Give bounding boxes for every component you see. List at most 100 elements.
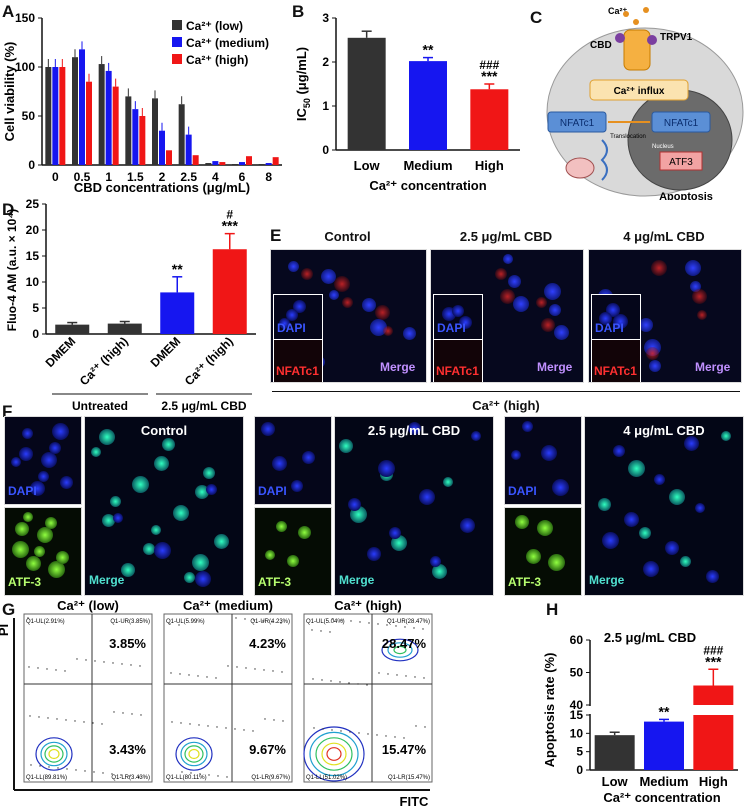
e-nfatc1-signal bbox=[334, 276, 350, 292]
e-merge-label: Merge bbox=[537, 360, 573, 374]
f-merge-cell bbox=[203, 467, 215, 479]
e-nucleus bbox=[649, 360, 661, 372]
e-nfatc1-signal bbox=[651, 260, 667, 276]
f-merge-cell bbox=[628, 460, 645, 477]
h-sig: ** bbox=[659, 703, 670, 719]
e-nfatc1-signal bbox=[541, 318, 555, 332]
g-pi-label: PI bbox=[0, 624, 11, 636]
g-dot bbox=[197, 675, 199, 677]
g-dot bbox=[208, 774, 210, 776]
b-sig2: ### bbox=[479, 58, 499, 72]
e-panel-1: DAPI NFATc1 Merge bbox=[430, 249, 584, 383]
f-merge-nucleus bbox=[654, 474, 665, 485]
g-lr-label: Q1-LR(15.47%) bbox=[388, 775, 430, 781]
f-atf3-0-cell bbox=[34, 546, 45, 557]
g-ll-label: Q1-LL(80.11%) bbox=[166, 775, 207, 781]
g-dot bbox=[331, 729, 333, 731]
g-dot bbox=[198, 724, 200, 726]
d-ytick-label: 10 bbox=[26, 275, 40, 289]
g-dot bbox=[65, 719, 67, 721]
g-title: Ca²⁺ (medium) bbox=[183, 600, 273, 613]
g-dot bbox=[252, 730, 254, 732]
a-legend-swatch bbox=[172, 54, 182, 64]
g-dot bbox=[424, 726, 426, 728]
e-nfatc1-signal bbox=[383, 326, 393, 336]
e-nucleus bbox=[690, 281, 701, 292]
g-dot bbox=[311, 629, 313, 631]
g-dot bbox=[112, 662, 114, 664]
cbd-label: CBD bbox=[590, 40, 612, 51]
g-dot bbox=[76, 658, 78, 660]
e-nucleus bbox=[549, 304, 561, 316]
e-inset-nucleus bbox=[613, 314, 628, 329]
g-dot bbox=[340, 730, 342, 732]
a-bar bbox=[258, 164, 265, 165]
e-nfatc1-signal bbox=[536, 297, 547, 308]
f-atf3-0-label: ATF-3 bbox=[8, 575, 42, 589]
f-merge-label-1: Merge bbox=[339, 573, 375, 587]
f-atf3-0-cell bbox=[37, 527, 53, 543]
f-merge-cell bbox=[91, 447, 101, 457]
d-sig: ** bbox=[172, 261, 183, 277]
g-dot bbox=[75, 769, 77, 771]
h-axis-break bbox=[584, 706, 734, 714]
b-xtick-label: Low bbox=[354, 158, 381, 173]
g-dot bbox=[93, 771, 95, 773]
b-ytick-label: 2 bbox=[322, 55, 329, 69]
f-atf3-0-cell bbox=[56, 551, 69, 564]
g-dot bbox=[349, 731, 351, 733]
g-contour bbox=[184, 745, 204, 763]
g-dot bbox=[329, 631, 331, 633]
nucleus-shape bbox=[627, 89, 733, 191]
e-inset-nfatc1: NFATc1 bbox=[591, 339, 641, 382]
f-atf3-0-cell bbox=[15, 522, 29, 536]
f-merge-cell bbox=[639, 527, 651, 539]
f-dapi-0-cell bbox=[38, 471, 49, 482]
f-merge-label-0: Merge bbox=[89, 573, 125, 587]
d-xtick-label: Ca²⁺ (high) bbox=[182, 334, 236, 388]
f-merge-cell bbox=[132, 476, 149, 493]
f-merge-cell bbox=[151, 525, 161, 535]
a-bar bbox=[52, 67, 59, 165]
f-atf3-1-cell bbox=[265, 550, 275, 560]
g-dot bbox=[225, 727, 227, 729]
g-dot bbox=[414, 676, 416, 678]
g-dot bbox=[272, 670, 274, 672]
f-atf3-1-label: ATF-3 bbox=[258, 575, 292, 589]
g-dot bbox=[359, 621, 361, 623]
e-inset-dapi: DAPI bbox=[433, 294, 483, 340]
f-dapi-1-label: DAPI bbox=[258, 484, 287, 498]
g-dot bbox=[413, 627, 415, 629]
e-title-1: 2.5 μg/mL CBD bbox=[459, 229, 553, 244]
e-nfatc1-signal bbox=[500, 289, 515, 304]
g-ll-label: Q1-LL(51.02%) bbox=[306, 775, 347, 781]
e-nucleus bbox=[554, 325, 569, 340]
g-dot bbox=[39, 765, 41, 767]
a-bar bbox=[205, 163, 212, 165]
e-dapi-label: DAPI bbox=[437, 321, 466, 335]
e-nfatc1-signal bbox=[495, 268, 507, 280]
e-footer-line bbox=[272, 391, 740, 392]
a-bar bbox=[139, 116, 146, 165]
panel-label-a: A bbox=[2, 2, 15, 21]
g-dot bbox=[199, 773, 201, 775]
b-ytick-label: 3 bbox=[322, 11, 329, 25]
g-dot bbox=[368, 622, 370, 624]
a-bar bbox=[79, 49, 85, 165]
b-ytick-label: 0 bbox=[322, 143, 329, 157]
g-dot bbox=[129, 775, 131, 777]
g-dot bbox=[28, 666, 30, 668]
g-dot bbox=[94, 660, 96, 662]
e-nfatc1-label: NFATc1 bbox=[436, 364, 479, 378]
g-contour bbox=[326, 747, 342, 761]
a-bar bbox=[192, 155, 199, 165]
cbd-dot-2-icon bbox=[647, 35, 657, 45]
a-ytick-label: 150 bbox=[15, 11, 35, 25]
e-nfatc1-signal bbox=[646, 347, 659, 360]
d-group-label-1: Untreated bbox=[72, 399, 128, 413]
f-merge-cell bbox=[432, 564, 447, 579]
g-dot bbox=[387, 673, 389, 675]
g-dot bbox=[366, 684, 368, 686]
